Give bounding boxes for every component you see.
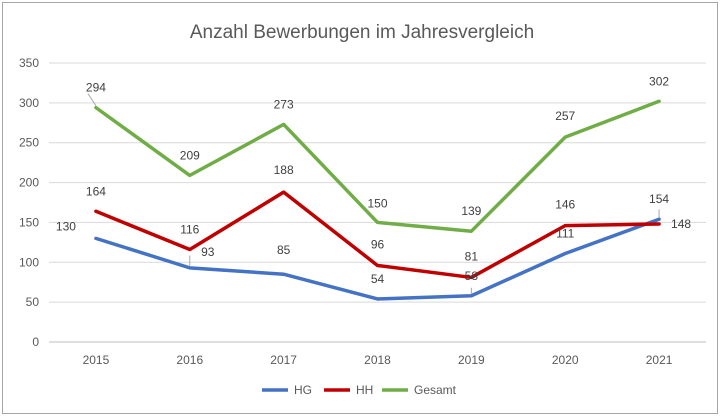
x-tick-label: 2019: [458, 353, 485, 367]
data-label-hg: 154: [649, 192, 669, 206]
x-axis-ticks: 2015 2016 2017 2018 2019 2020 2021: [83, 353, 673, 367]
data-label-hg: 130: [56, 219, 76, 233]
legend: HG HH Gesamt: [262, 383, 457, 397]
y-axis-ticks: 0 50 100 150 200 250 300 350: [19, 56, 39, 349]
data-label-hh: 81: [465, 249, 479, 263]
x-tick-label: 2015: [83, 353, 110, 367]
series-line-hh: [94, 190, 661, 280]
series-line-hg: [94, 217, 661, 301]
x-tick-label: 2020: [552, 353, 579, 367]
x-tick-label: 2021: [646, 353, 673, 367]
series-line-gesamt: [94, 99, 661, 233]
y-tick-label: 150: [19, 215, 39, 229]
x-tick-label: 2018: [364, 353, 391, 367]
chart-frame: [2, 2, 718, 414]
legend-label-hh: HH: [356, 383, 373, 397]
data-label-hh: 96: [371, 237, 385, 251]
legend-label-hg: HG: [294, 383, 312, 397]
data-label-gesamt: 273: [274, 97, 294, 111]
series-lines: [94, 99, 661, 301]
y-tick-label: 300: [19, 96, 39, 110]
y-tick-label: 250: [19, 136, 39, 150]
data-label-hh: 164: [86, 184, 106, 198]
data-label-gesamt: 257: [555, 109, 575, 123]
data-label-gesamt: 139: [461, 204, 481, 218]
legend-label-gesamt: Gesamt: [414, 383, 457, 397]
data-label-gesamt: 294: [86, 81, 106, 95]
y-tick-label: 100: [19, 255, 39, 269]
y-tick-label: 350: [19, 56, 39, 70]
x-tick-label: 2017: [270, 353, 297, 367]
data-label-gesamt: 302: [649, 74, 669, 88]
label-leader-line: [87, 93, 97, 106]
data-label-hg: 93: [201, 245, 215, 259]
data-label-hh: 148: [671, 217, 691, 231]
data-label-hg: 85: [277, 243, 291, 257]
data-label-hh: 188: [274, 163, 294, 177]
data-label-hg: 58: [465, 269, 479, 283]
data-labels: 130 93 85 54 58 111 154 164 116 188 96 81 146 148 294 2…: [56, 74, 691, 294]
data-label-hh: 146: [555, 198, 575, 212]
y-tick-label: 0: [32, 335, 39, 349]
data-label-hh: 116: [180, 223, 199, 237]
data-label-hg: 54: [371, 272, 385, 286]
chart-title: Anzahl Bewerbungen im Jahresvergleich: [190, 22, 534, 43]
data-label-gesamt: 150: [367, 196, 387, 210]
data-label-hg: 111: [556, 227, 575, 241]
y-tick-label: 50: [26, 295, 40, 309]
y-tick-label: 200: [19, 176, 39, 190]
data-label-gesamt: 209: [180, 148, 200, 162]
grid-lines: [49, 62, 706, 343]
x-tick-label: 2016: [176, 353, 203, 367]
